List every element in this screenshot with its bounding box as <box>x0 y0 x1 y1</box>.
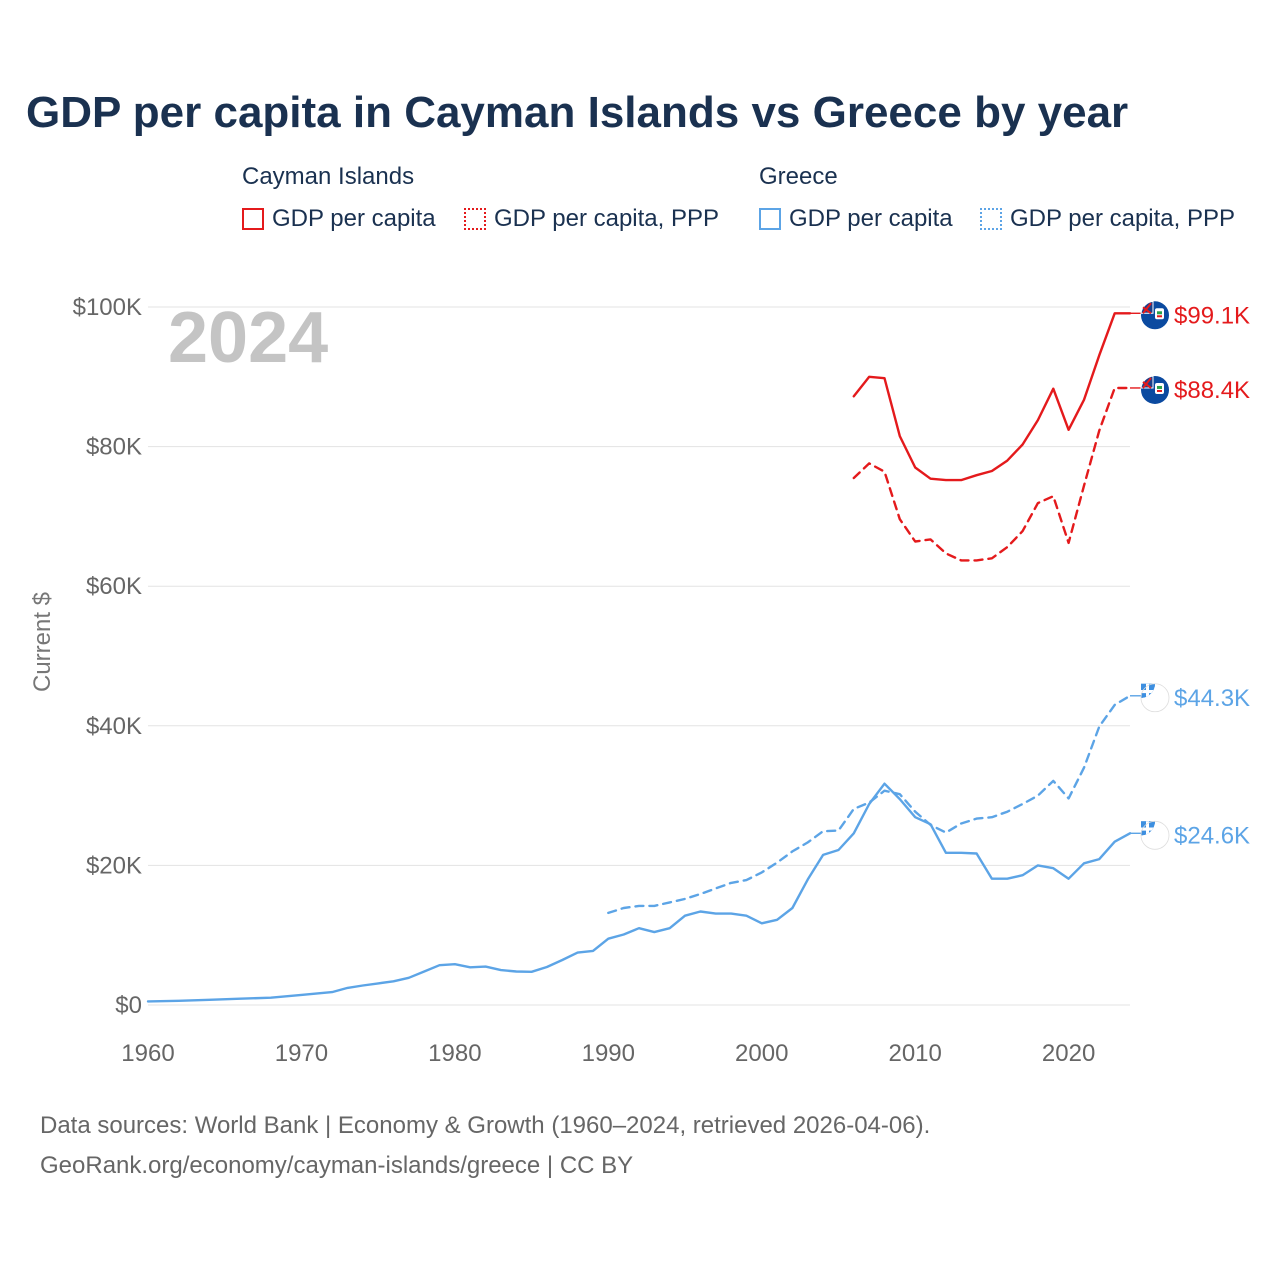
legend-label: GDP per capita, PPP <box>494 205 719 232</box>
legend-item-greece-gdp-ppp[interactable]: GDP per capita, PPP <box>980 204 1235 234</box>
y-tick-label: $40K <box>86 713 142 740</box>
greece-flag-icon <box>1140 820 1170 850</box>
y-tick-label: $0 <box>115 992 142 1019</box>
end-value-label: $24.6K <box>1174 822 1250 849</box>
legend-swatch-dotted-blue <box>980 208 1002 230</box>
legend-swatch-dotted-red <box>464 208 486 230</box>
legend-label: GDP per capita <box>789 205 953 232</box>
cayman-islands-flag-icon <box>1140 375 1169 404</box>
legend-swatch-solid-red <box>242 208 264 230</box>
y-tick-label: $80K <box>86 434 142 461</box>
x-tick-label: 2000 <box>735 1040 788 1067</box>
series-line-greece-gdp-per-capita-ppp[interactable] <box>607 694 1132 915</box>
legend-label: GDP per capita, PPP <box>1010 205 1235 232</box>
end-value-label: $88.4K <box>1174 377 1250 404</box>
x-tick-label: 2010 <box>888 1040 941 1067</box>
legend-item-cayman-gdp[interactable]: GDP per capita <box>242 204 436 234</box>
source-line-1: Data sources: World Bank | Economy & Gro… <box>40 1112 931 1139</box>
legend-label: GDP per capita <box>272 205 436 232</box>
x-tick-label: 1990 <box>582 1040 635 1067</box>
legend-item-cayman-gdp-ppp[interactable]: GDP per capita, PPP <box>464 204 719 234</box>
y-tick-label: $100K <box>73 294 142 321</box>
y-axis-title: Current $ <box>29 592 56 692</box>
greece-flag-icon <box>1140 683 1170 713</box>
legend-swatch-solid-blue <box>759 208 781 230</box>
source-line-2[interactable]: GeoRank.org/economy/cayman-islands/greec… <box>40 1152 634 1179</box>
chart-title: GDP per capita in Cayman Islands vs Gree… <box>26 88 1129 137</box>
year-watermark: 2024 <box>168 298 328 378</box>
legend-group-greece: Greece <box>759 163 838 190</box>
legend-item-greece-gdp[interactable]: GDP per capita <box>759 204 953 234</box>
series-line-cayman-islands-gdp-per-capita-ppp[interactable] <box>852 386 1132 562</box>
x-tick-label: 1970 <box>275 1040 328 1067</box>
x-tick-label: 1980 <box>428 1040 481 1067</box>
x-tick-label: 1960 <box>121 1040 174 1067</box>
x-tick-label: 2020 <box>1042 1040 1095 1067</box>
cayman-islands-flag-icon <box>1140 300 1169 330</box>
end-value-label: $44.3K <box>1174 685 1250 712</box>
source-note: Data sources: World Bank | Economy & Gro… <box>40 1106 930 1186</box>
series-line-cayman-islands-gdp-per-capita[interactable] <box>852 312 1132 482</box>
y-tick-label: $60K <box>86 573 142 600</box>
series-line-greece-gdp-per-capita[interactable] <box>146 782 1132 1003</box>
end-value-label: $99.1K <box>1174 302 1250 329</box>
legend-group-cayman-islands: Cayman Islands <box>242 163 415 190</box>
y-tick-label: $20K <box>86 852 142 879</box>
